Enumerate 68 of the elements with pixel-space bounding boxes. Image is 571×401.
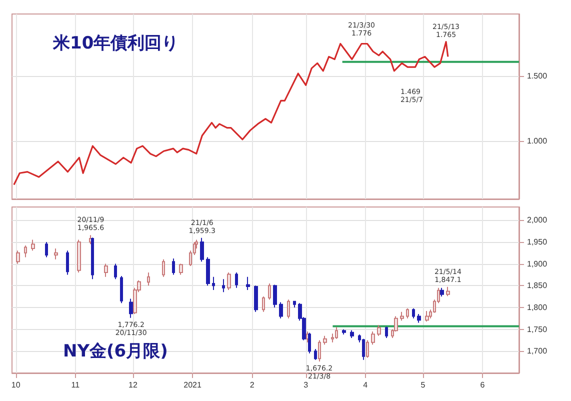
candlestick — [162, 258, 165, 278]
candlestick — [235, 272, 238, 288]
candlestick — [293, 300, 296, 308]
x-tick-label: 3 — [304, 380, 309, 390]
x-tick-label: 11 — [71, 380, 80, 390]
y-tick-label: 1.500 — [527, 72, 548, 81]
y-tick-label: 1.000 — [527, 136, 548, 146]
text: 米10年債利回り — [52, 34, 179, 54]
candlestick — [287, 299, 290, 319]
candlestick — [412, 308, 415, 319]
candlestick — [91, 237, 94, 280]
candlestick — [120, 276, 123, 304]
candlestick — [425, 310, 429, 322]
candlestick — [406, 308, 409, 319]
x-tick-label: 10 — [11, 380, 21, 390]
candlestick — [206, 256, 210, 286]
y-tick-label: 1,850 — [527, 281, 548, 290]
candlestick — [273, 284, 277, 308]
y-tick-label: 1,800 — [527, 302, 548, 312]
text: NY金(6月限) — [63, 342, 168, 362]
candlestick — [446, 286, 450, 297]
candlestick — [254, 285, 258, 312]
candlestick — [400, 311, 404, 322]
candlestick — [104, 263, 108, 278]
x-tick-label: 2021 — [184, 380, 202, 390]
candlestick — [31, 239, 35, 252]
y-tick-label: 1,950 — [527, 237, 548, 246]
candlestick — [318, 340, 321, 362]
candlestick — [147, 272, 150, 286]
x-tick-label: 6 — [480, 380, 486, 390]
candlestick — [77, 239, 81, 274]
candlestick — [366, 340, 369, 358]
candlestick — [227, 272, 231, 290]
candlestick — [335, 326, 338, 340]
candlestick — [66, 250, 69, 276]
candlestick — [129, 298, 133, 318]
y-tick-label: 1,750 — [527, 324, 548, 334]
candlestick — [45, 241, 48, 258]
candlestick — [268, 282, 271, 300]
candlestick — [54, 248, 58, 260]
candlestick — [314, 348, 317, 360]
x-tick-label: 4 — [363, 380, 368, 390]
y-tick-label: 1,900 — [527, 259, 548, 268]
x-tick-label: 12 — [128, 380, 138, 390]
candlestick — [172, 258, 175, 276]
candlestick — [417, 314, 421, 324]
candlestick — [385, 326, 388, 339]
candlestick — [440, 287, 444, 298]
x-tick-label: 5 — [420, 380, 426, 390]
y-tick-label: 1,700 — [527, 346, 548, 356]
x-tick-label: 2 — [250, 380, 255, 390]
candlestick — [362, 338, 365, 360]
y-tick-label: 2,000 — [527, 216, 548, 225]
candlestick — [262, 296, 265, 312]
candlestick — [179, 263, 183, 276]
candlestick — [350, 330, 354, 339]
candlestick — [24, 244, 27, 258]
candlestick — [114, 263, 117, 280]
candlestick — [279, 302, 283, 319]
candlestick — [371, 331, 375, 346]
candlestick — [16, 250, 20, 264]
candlestick — [246, 276, 250, 290]
candlestick — [323, 335, 327, 346]
candlestick — [342, 328, 346, 336]
candlestick — [200, 237, 204, 262]
candlestick — [377, 324, 381, 336]
candlestick — [212, 276, 215, 290]
candlestick — [222, 278, 225, 293]
